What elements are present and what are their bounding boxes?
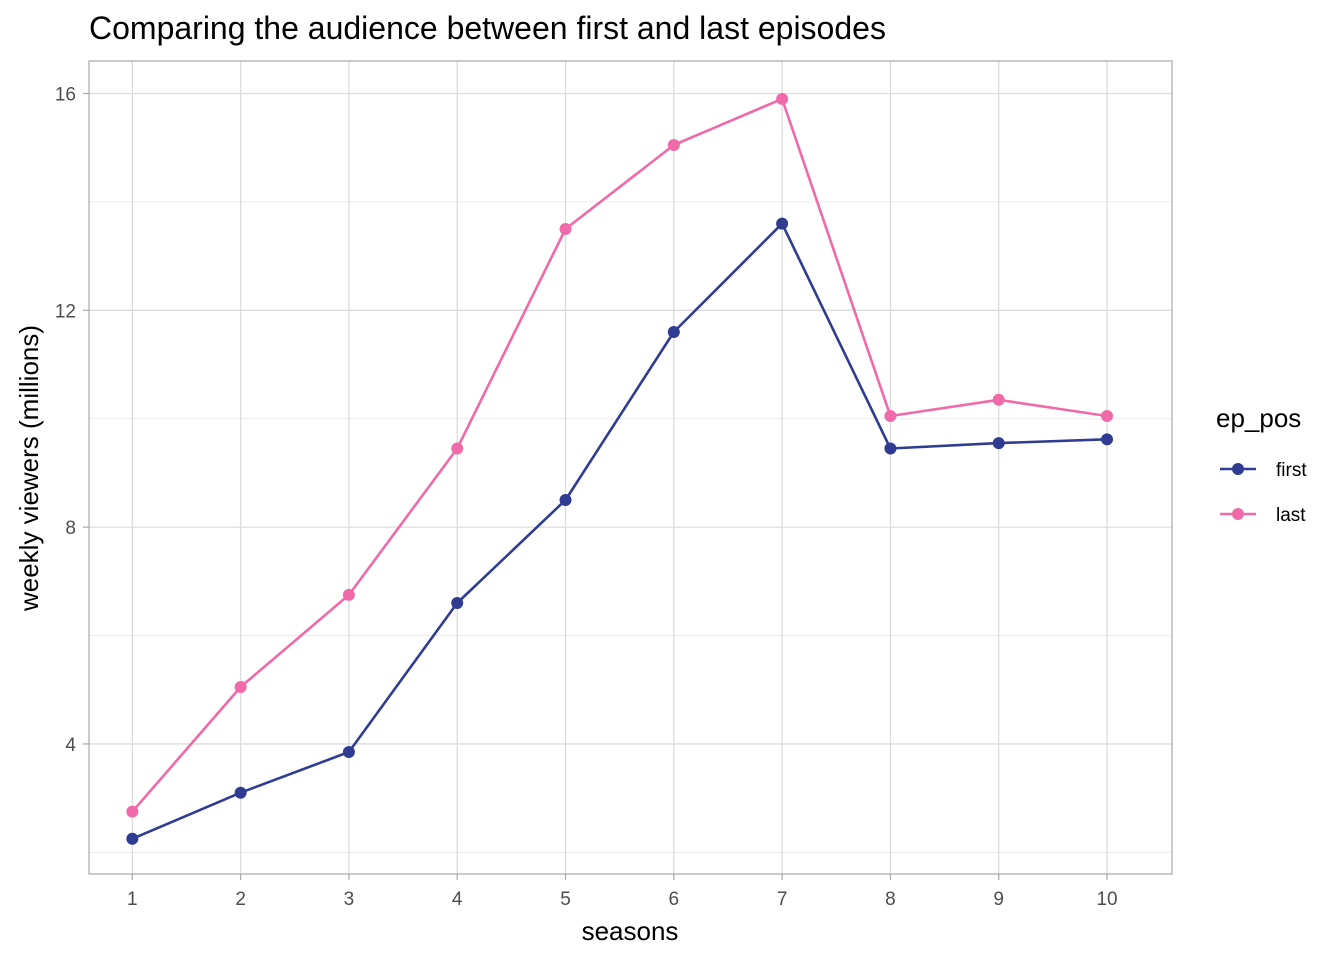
x-axis-ticks: 1 2 3 4 5 6 7 8 9 10 <box>127 874 1118 910</box>
legend-key-last <box>1220 508 1256 520</box>
plot-panel-border <box>88 60 1173 875</box>
data-point-first <box>342 746 355 759</box>
x-tick-label: 1 <box>127 889 138 910</box>
series-last <box>126 92 1114 818</box>
data-point-last <box>776 92 789 105</box>
x-tick-label: 5 <box>560 889 571 910</box>
series-line-first <box>131 222 1108 840</box>
data-point-first <box>884 442 897 455</box>
x-tick-label: 8 <box>885 889 896 910</box>
legend-label-first: first <box>1276 460 1307 481</box>
series-first <box>126 217 1114 845</box>
y-axis-title: weekly viewers (millions) <box>14 325 44 612</box>
legend-point-last <box>1232 508 1244 520</box>
x-axis-title: seasons <box>582 916 679 946</box>
y-tick-label: 4 <box>65 735 76 756</box>
chart-title: Comparing the audience between first and… <box>89 10 886 46</box>
legend-key-first <box>1220 463 1256 475</box>
grid-lines <box>89 61 1172 874</box>
x-tick-label: 2 <box>235 889 246 910</box>
data-point-first <box>992 437 1005 450</box>
data-point-last <box>1101 410 1114 423</box>
legend-point-first <box>1232 463 1244 475</box>
data-point-last <box>667 139 680 152</box>
y-axis-ticks: 4 8 12 16 <box>55 85 89 756</box>
data-point-first <box>126 832 139 845</box>
data-point-first <box>667 326 680 338</box>
legend-label-last: last <box>1276 505 1306 526</box>
series-layer <box>126 92 1114 845</box>
legend-title: ep_pos <box>1216 403 1301 433</box>
data-point-last <box>559 223 572 236</box>
data-point-last <box>234 681 247 694</box>
y-tick-label: 8 <box>65 518 76 539</box>
data-point-last <box>451 442 464 455</box>
data-point-last <box>126 805 139 818</box>
data-point-first <box>776 217 789 230</box>
x-tick-label: 7 <box>777 889 788 910</box>
data-point-first <box>451 597 464 609</box>
y-tick-label: 16 <box>55 85 76 106</box>
x-tick-label: 10 <box>1096 889 1117 910</box>
data-point-first <box>1101 433 1114 446</box>
data-point-last <box>884 410 897 423</box>
x-tick-label: 6 <box>669 889 680 910</box>
x-tick-label: 4 <box>452 889 463 910</box>
y-tick-label: 12 <box>55 301 76 322</box>
x-tick-label: 3 <box>344 889 355 910</box>
x-tick-label: 9 <box>993 889 1004 910</box>
data-point-first <box>559 494 572 507</box>
data-point-last <box>342 588 355 601</box>
series-line-last <box>131 97 1108 813</box>
data-point-last <box>992 393 1005 406</box>
data-point-first <box>234 786 247 799</box>
legend: ep_pos first last <box>1216 403 1307 526</box>
